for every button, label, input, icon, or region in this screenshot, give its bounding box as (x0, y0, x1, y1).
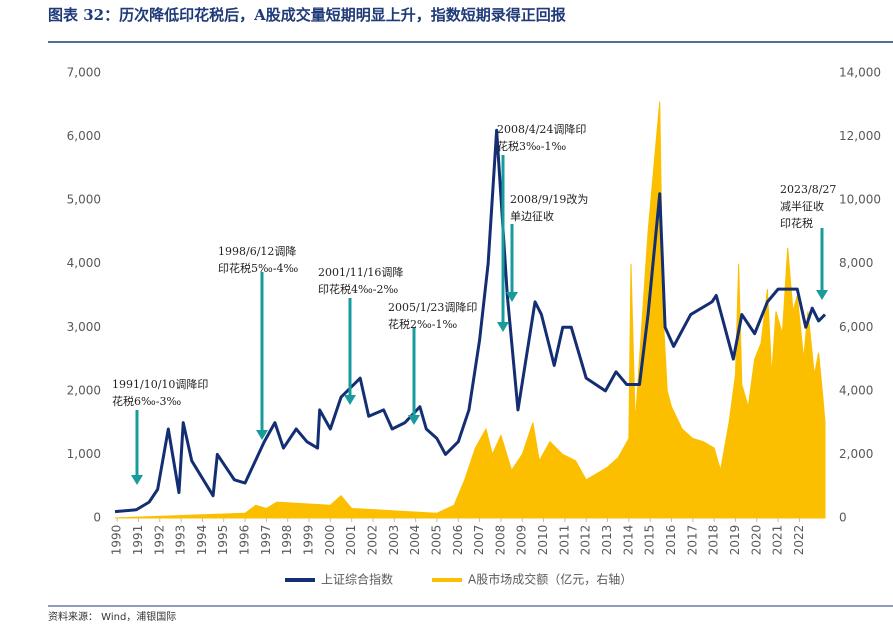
x-tick-label: 2006 (451, 525, 465, 556)
y2-tick-label: 8,000 (839, 256, 873, 270)
annotation: 印花税5‰-4‰ (218, 261, 298, 275)
line (114, 128, 827, 514)
x-tick-label: 2016 (664, 525, 678, 556)
y-tick-label: 0 (93, 511, 101, 525)
x-tick-label: 1996 (238, 525, 252, 556)
x-tick-label: 1991 (131, 525, 145, 556)
chart-title: 图表 32：历次降低印花税后，A股成交量短期明显上升，指数短期录得正回报 (48, 6, 566, 24)
y-tick-label: 4,000 (67, 256, 101, 270)
annotation: 花税6‰-3‰ (112, 394, 181, 408)
x-tick-label: 1993 (174, 525, 188, 556)
y-tick-label: 3,000 (67, 320, 101, 334)
annotation: 印花税 (780, 216, 813, 230)
arrow-head (344, 395, 356, 405)
y2-tick-label: 12,000 (839, 129, 881, 143)
arrow-head (408, 415, 420, 425)
legend-label: 上证综合指数 (321, 572, 393, 587)
annotation: 减半征收 (780, 199, 824, 213)
annotation: 花税3‰-1‰ (497, 139, 566, 153)
y2-tick-label: 0 (839, 511, 847, 525)
x-tick-label: 2018 (707, 525, 721, 556)
x-tick-label: 2012 (579, 525, 593, 556)
annotation: 印花税4‰-2‰ (318, 282, 398, 296)
x-tick-label: 1994 (195, 525, 209, 556)
annotation: 2008/4/24调降印 (497, 122, 586, 136)
y-tick-label: 2,000 (67, 383, 101, 397)
x-tick-label: 2013 (600, 525, 614, 556)
legend-label: A股市场成交额（亿元，右轴） (468, 572, 632, 587)
y-tick-label: 1,000 (67, 447, 101, 461)
x-tick-label: 2022 (792, 525, 806, 556)
x-tick-label: 2004 (408, 525, 422, 556)
x-tick-label: 2005 (429, 525, 443, 556)
x-tick-label: 2017 (685, 525, 699, 556)
x-tick-label: 2011 (557, 525, 571, 556)
x-tick-label: 2003 (387, 525, 401, 556)
x-tick-label: 1999 (302, 525, 316, 556)
x-tick-label: 2008 (493, 525, 507, 556)
x-tick-label: 2007 (472, 525, 486, 556)
y2-tick-label: 10,000 (839, 193, 881, 207)
y2-tick-label: 6,000 (839, 320, 873, 334)
x-tick-label: 2014 (621, 525, 635, 556)
x-tick-label: 2000 (323, 525, 337, 556)
source: 资料来源： Wind，浦银国际 (48, 610, 176, 623)
y2-tick-label: 14,000 (839, 66, 881, 80)
annotation: 2005/1/23调降印 (388, 300, 477, 314)
annotation: 1998/6/12调降 (218, 244, 296, 258)
arrow-head (256, 430, 268, 440)
x-tick-label: 2019 (728, 525, 742, 556)
annotation: 2008/9/19改为 (510, 192, 588, 206)
x-tick-label: 1990 (110, 525, 124, 556)
x-tick-label: 2001 (344, 525, 358, 556)
annotation: 1991/10/10调降印 (112, 377, 208, 391)
arrow-head (131, 475, 143, 485)
annotation: 花税2‰-1‰ (388, 317, 457, 331)
x-tick-label: 2015 (643, 525, 657, 556)
x-tick-label: 2020 (749, 525, 763, 556)
x-tick-label: 2002 (365, 525, 379, 556)
y2-tick-label: 4,000 (839, 383, 873, 397)
x-tick-label: 1992 (152, 525, 166, 556)
y-tick-label: 6,000 (67, 129, 101, 143)
y2-tick-label: 2,000 (839, 447, 873, 461)
arrow-head (506, 292, 518, 302)
arrow-head (497, 322, 509, 332)
y-tick-label: 7,000 (67, 66, 101, 80)
x-tick-label: 2010 (536, 525, 550, 556)
area (114, 101, 826, 519)
annotation: 单边征收 (510, 209, 554, 223)
x-tick-label: 1995 (216, 525, 230, 556)
x-tick-label: 1997 (259, 525, 273, 556)
y-tick-label: 5,000 (67, 193, 101, 207)
x-tick-label: 2021 (771, 525, 785, 556)
arrow-head (816, 290, 828, 300)
x-tick-label: 2009 (515, 525, 529, 556)
x-tick-label: 1998 (280, 525, 294, 556)
annotation: 2023/8/27 (780, 183, 836, 196)
annotation: 2001/11/16调降 (318, 265, 403, 279)
